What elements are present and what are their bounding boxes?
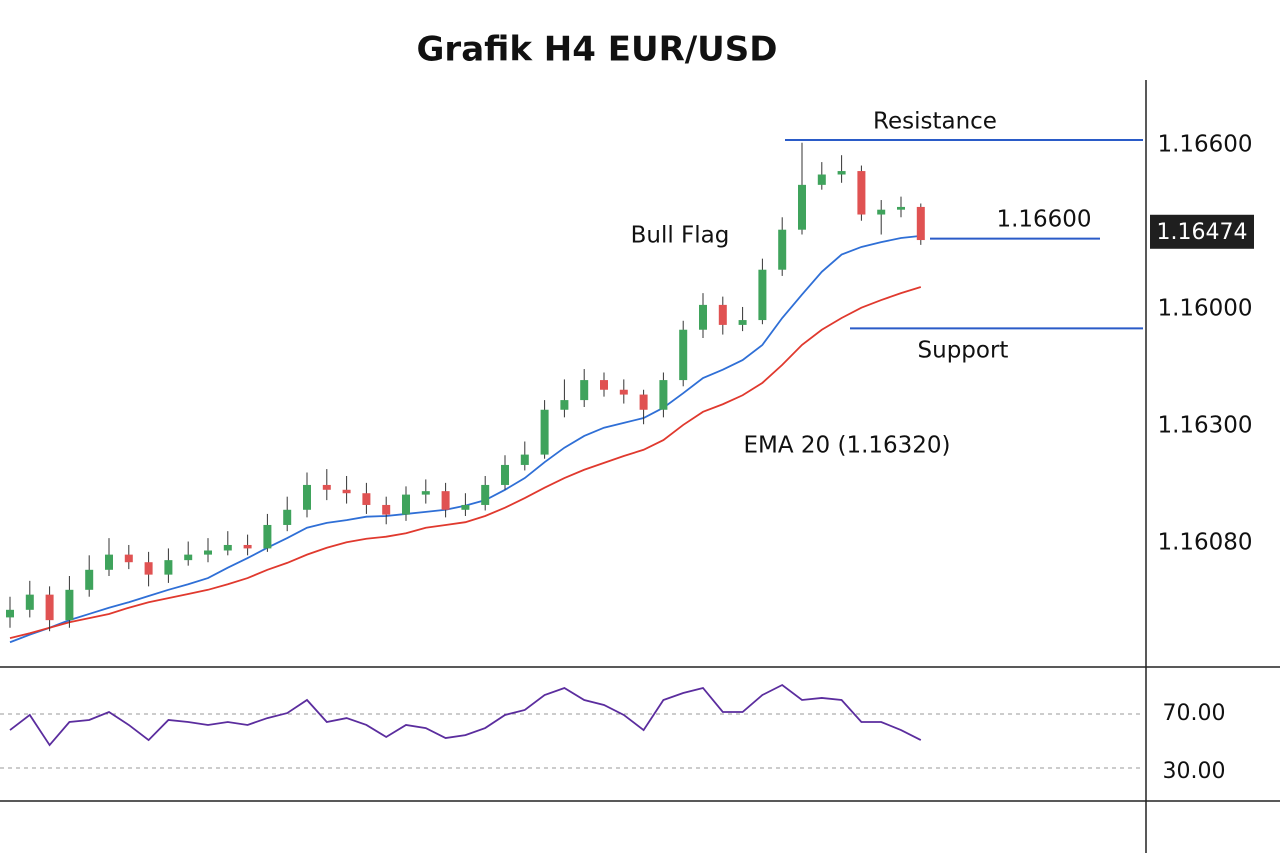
candle-body <box>857 171 866 215</box>
candle-body <box>540 409 549 455</box>
candle-body <box>6 609 14 618</box>
candle-body <box>382 504 391 515</box>
level-label: Resistance <box>873 109 997 135</box>
candle-body <box>65 589 74 621</box>
candle-body <box>679 329 688 381</box>
candle-body <box>263 524 272 549</box>
candle-body <box>738 320 747 325</box>
level-label: 1.16600 <box>996 207 1091 233</box>
y-tick-label: 1.16080 <box>1157 530 1252 556</box>
rsi-tick-label: 70.00 <box>1163 701 1226 726</box>
candle-body <box>164 560 173 575</box>
candle-body <box>659 380 668 410</box>
candle-body <box>897 206 905 210</box>
candle-body <box>402 494 410 515</box>
candle-body <box>619 389 628 395</box>
candle-body <box>758 269 767 321</box>
annotation: EMA 20 (1.16320) <box>743 433 950 459</box>
candle-body <box>124 554 133 563</box>
candle-body <box>223 544 232 551</box>
candle-body <box>342 489 351 494</box>
annotation: Bull Flag <box>631 223 730 249</box>
candle-body <box>303 484 311 510</box>
chart-title: Grafik H4 EUR/USD <box>417 30 778 70</box>
candle-body <box>362 493 371 505</box>
candle-body <box>600 380 608 390</box>
candle-body <box>718 304 727 325</box>
candle-body <box>481 484 490 505</box>
candle-body <box>421 491 430 495</box>
candle-body <box>699 304 707 330</box>
candle-body <box>322 484 331 490</box>
candle-body <box>105 554 113 570</box>
candle-body <box>501 464 509 485</box>
candle-body <box>837 171 846 175</box>
candle-body <box>85 569 94 590</box>
ema-line <box>9 286 922 639</box>
candle-body <box>461 504 470 510</box>
candle-body <box>639 394 648 410</box>
candle-body <box>560 400 569 410</box>
candle-body <box>916 206 925 241</box>
candle-body <box>778 229 787 270</box>
candle-body <box>184 554 193 561</box>
level-label: Support <box>918 338 1009 364</box>
rsi-line <box>9 683 922 747</box>
candle-body <box>204 550 212 555</box>
rsi-tick-label: 30.00 <box>1163 759 1226 784</box>
candle-body <box>817 174 826 185</box>
candle-body <box>144 562 153 575</box>
candle-body <box>243 544 252 549</box>
y-tick-label: 1.16300 <box>1157 413 1252 439</box>
candle-body <box>798 184 806 230</box>
candle-body <box>441 491 450 510</box>
price-badge <box>1150 214 1254 249</box>
y-tick-label: 1.16600 <box>1157 132 1252 158</box>
candle-body <box>283 509 292 525</box>
candle-body <box>25 594 34 610</box>
candle-body <box>520 454 529 465</box>
candle-body <box>580 380 589 401</box>
y-tick-label: 1.16000 <box>1157 296 1252 322</box>
candle-body <box>877 209 886 215</box>
candle-body <box>45 594 54 621</box>
price-badge-label: 1.16474 <box>1157 220 1248 245</box>
